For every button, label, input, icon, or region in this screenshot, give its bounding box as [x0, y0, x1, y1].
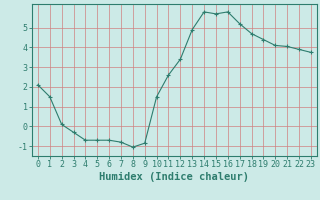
X-axis label: Humidex (Indice chaleur): Humidex (Indice chaleur): [100, 172, 249, 182]
